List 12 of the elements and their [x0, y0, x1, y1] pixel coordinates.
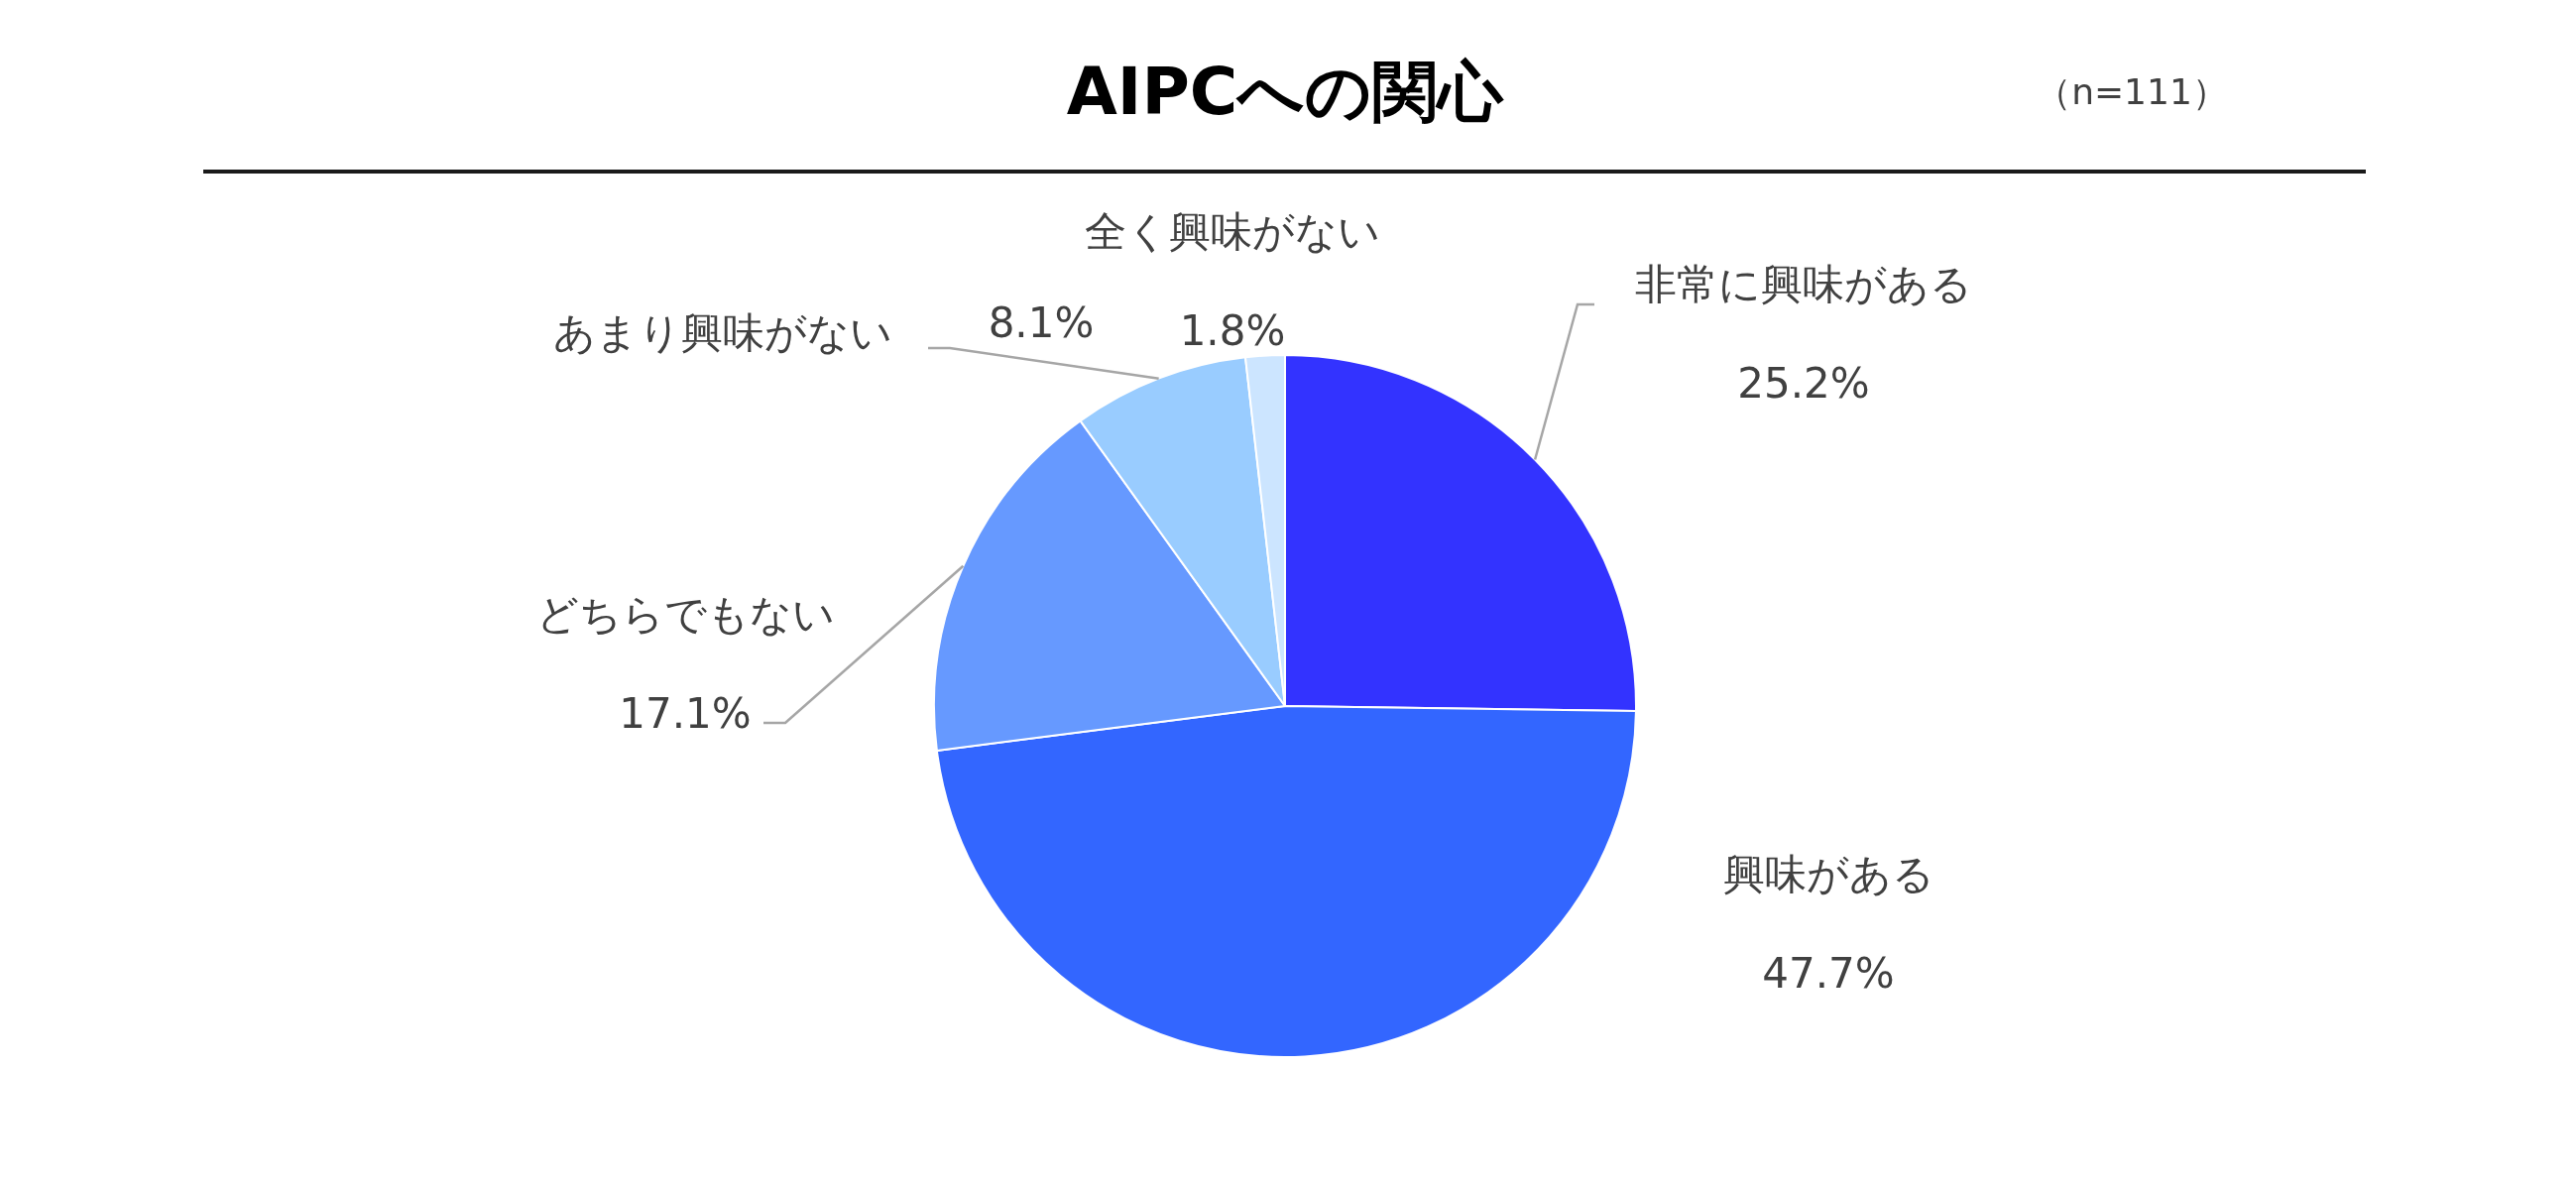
data-label: 8.1%: [988, 297, 1095, 347]
chart-title: AIPCへの関心: [1066, 53, 1505, 130]
text: （n=111）: [2036, 70, 2228, 112]
slice-label: 興味がある: [1722, 849, 1934, 898]
slice-label: 非常に興味がある: [1635, 259, 1972, 308]
data-label: 17.1%: [619, 688, 752, 738]
slice-label: どちらでもない: [535, 589, 835, 639]
data-label: 25.2%: [1737, 358, 1870, 408]
data-label: 47.7%: [1762, 948, 1895, 998]
slice-label: あまり興味がない: [553, 307, 892, 357]
slice-label: 全く興味がない: [1085, 206, 1380, 256]
data-label: 1.8%: [1179, 305, 1286, 355]
